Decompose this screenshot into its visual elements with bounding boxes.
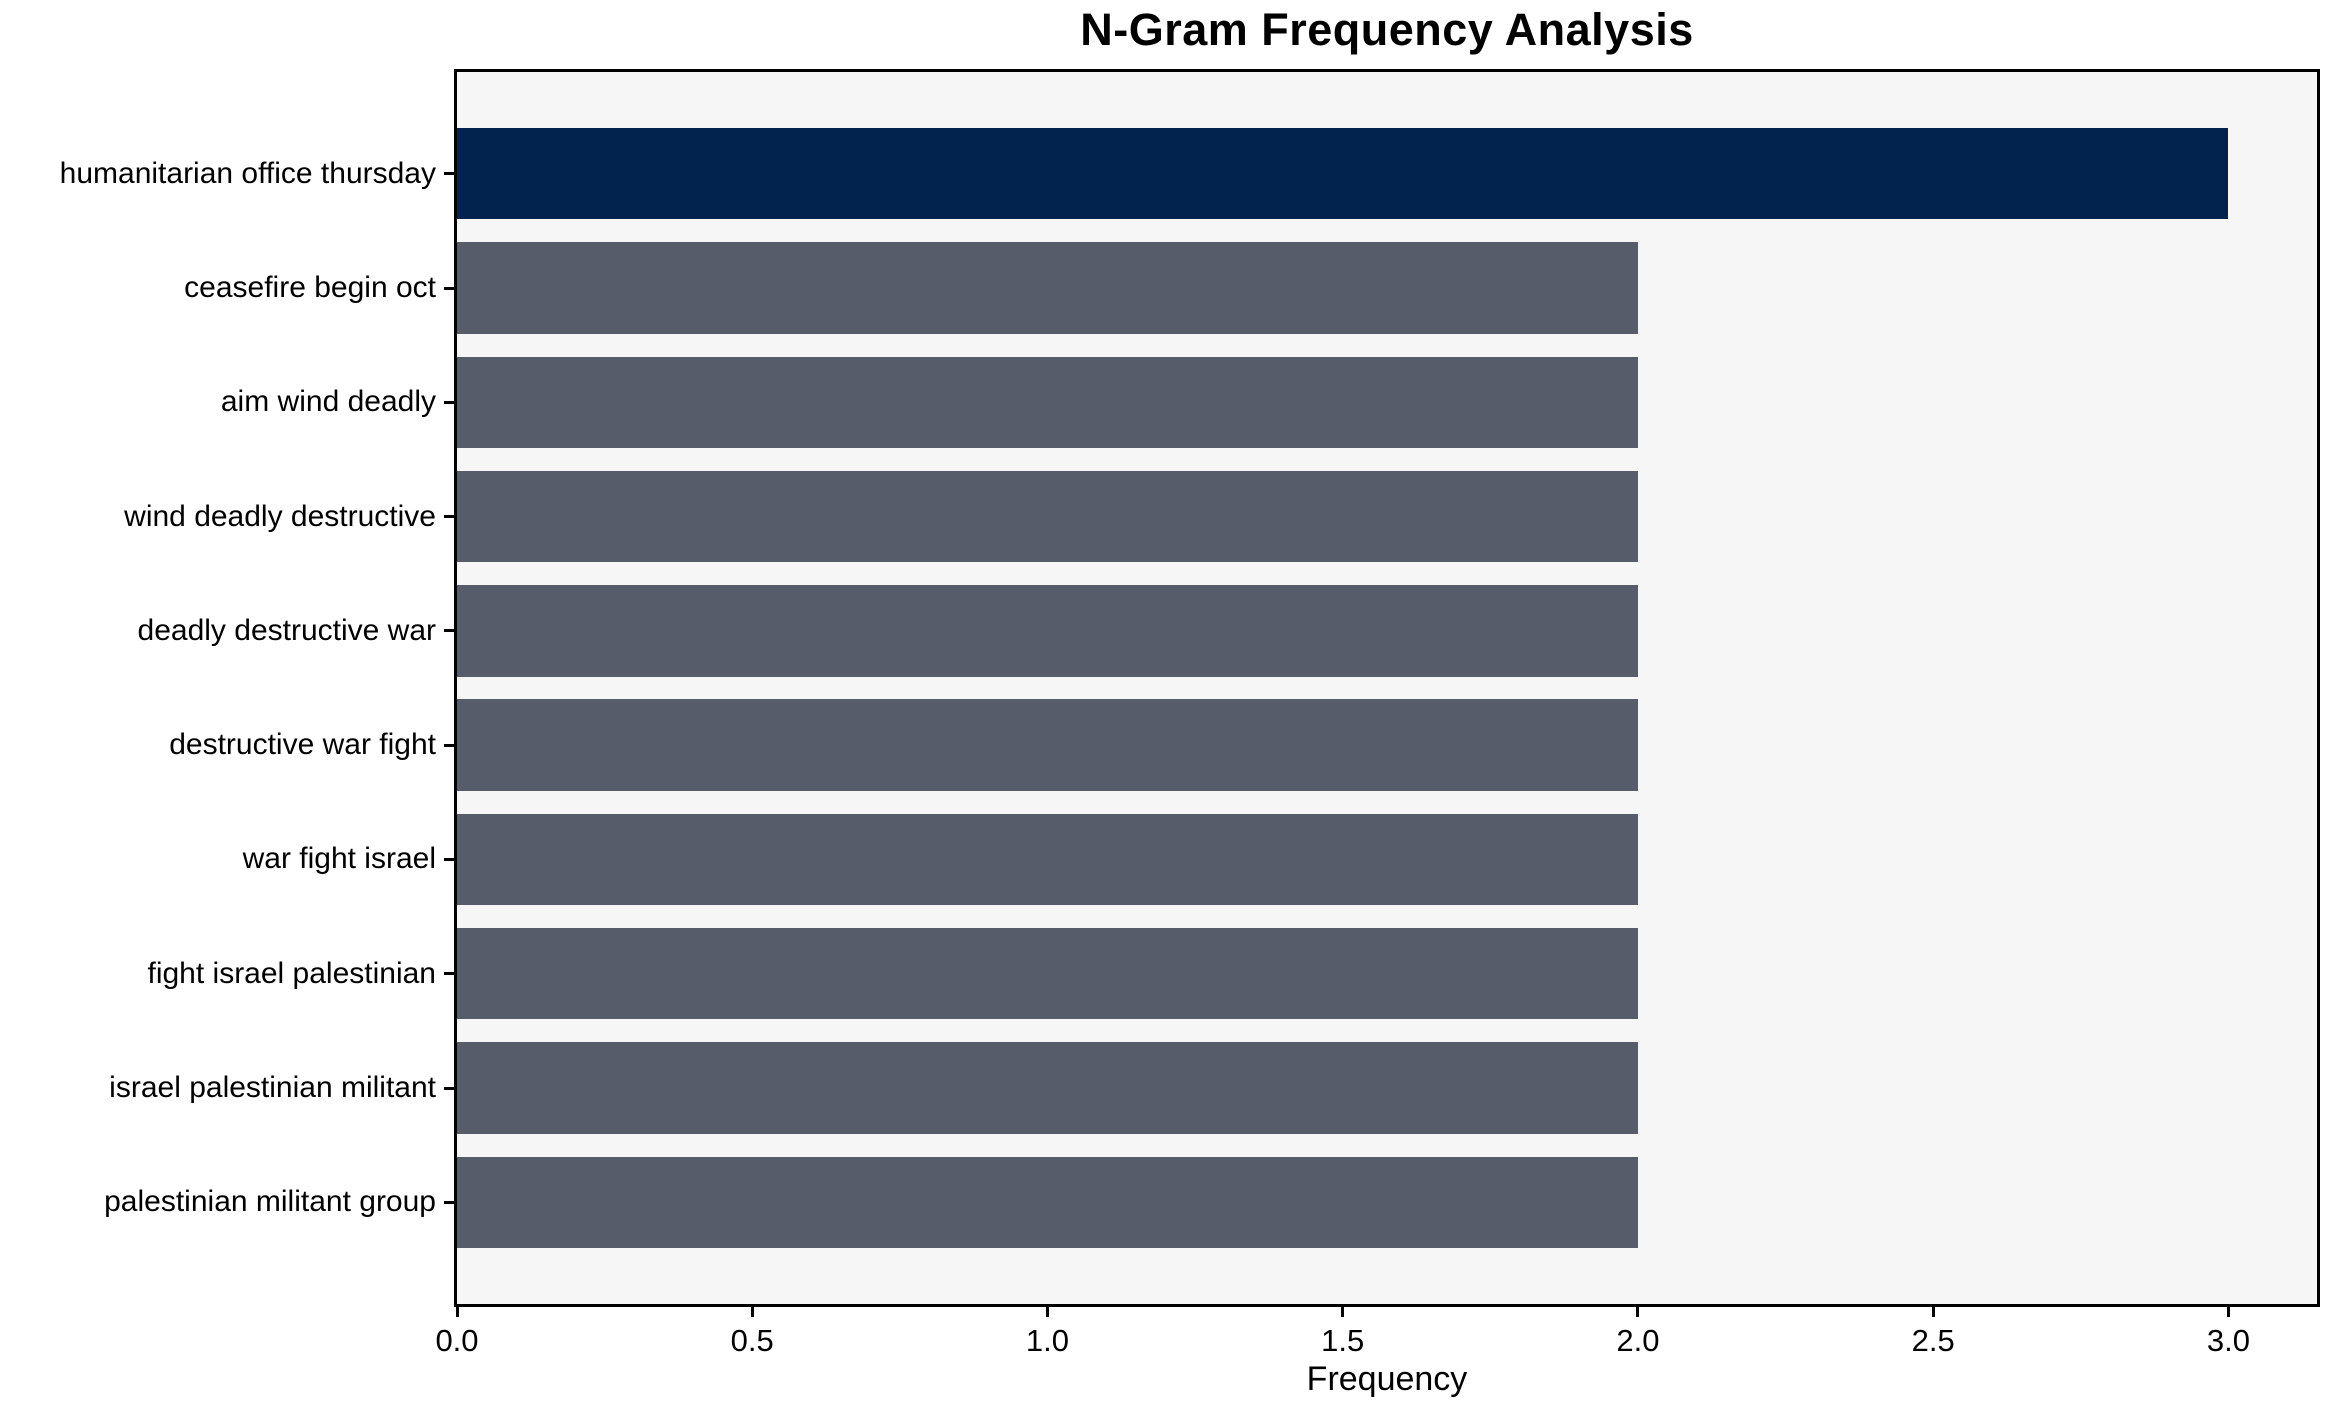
x-tick-label: 0.5 — [730, 1323, 774, 1358]
y-axis-label: fight israel palestinian — [147, 956, 436, 990]
x-tick — [455, 1307, 459, 1317]
x-tick — [2226, 1307, 2230, 1317]
bar — [457, 470, 1638, 563]
y-tick — [444, 172, 454, 176]
bar — [457, 242, 1638, 334]
x-tick-label: 0.0 — [435, 1323, 479, 1358]
y-axis-label: ceasefire begin oct — [184, 271, 436, 304]
y-axis-label: destructive war fight — [169, 728, 436, 762]
x-tick — [750, 1307, 754, 1317]
x-tick-label: 1.0 — [1025, 1323, 1070, 1358]
y-tick — [444, 972, 454, 976]
y-axis-label: wind deadly destructive — [124, 499, 436, 533]
chart-title: N-Gram Frequency Analysis — [1080, 4, 1694, 55]
y-tick — [444, 743, 454, 747]
bar — [457, 356, 1638, 448]
bar — [457, 128, 2229, 220]
y-axis-label: palestinian militant group — [104, 1185, 436, 1219]
y-axis-label: war fight israel — [242, 842, 436, 876]
y-tick — [444, 857, 454, 861]
x-tick — [1341, 1307, 1345, 1317]
y-axis-label: israel palestinian militant — [109, 1071, 436, 1104]
bar — [457, 585, 1638, 677]
x-tick-label: 2.0 — [1616, 1323, 1660, 1358]
bar — [457, 1042, 1638, 1134]
x-tick-label: 3.0 — [2206, 1323, 2250, 1358]
y-tick — [444, 515, 454, 519]
x-axis-title: Frequency — [1306, 1360, 1468, 1398]
y-tick — [444, 286, 454, 290]
x-tick — [1045, 1307, 1049, 1317]
bar — [457, 1156, 1638, 1248]
bar — [457, 928, 1638, 1020]
bar — [457, 699, 1638, 791]
y-axis-label: humanitarian office thursday — [59, 156, 436, 190]
bar — [457, 813, 1638, 906]
x-tick — [1636, 1307, 1640, 1317]
y-tick — [444, 400, 454, 404]
y-axis-label: deadly destructive war — [137, 613, 436, 647]
x-tick-label: 2.5 — [1911, 1323, 1955, 1358]
y-tick — [444, 629, 454, 633]
y-tick — [444, 1086, 454, 1090]
x-tick-label: 1.5 — [1321, 1323, 1365, 1358]
y-axis-label: aim wind deadly — [220, 385, 436, 419]
y-tick — [444, 1200, 454, 1204]
x-tick — [1931, 1307, 1935, 1317]
